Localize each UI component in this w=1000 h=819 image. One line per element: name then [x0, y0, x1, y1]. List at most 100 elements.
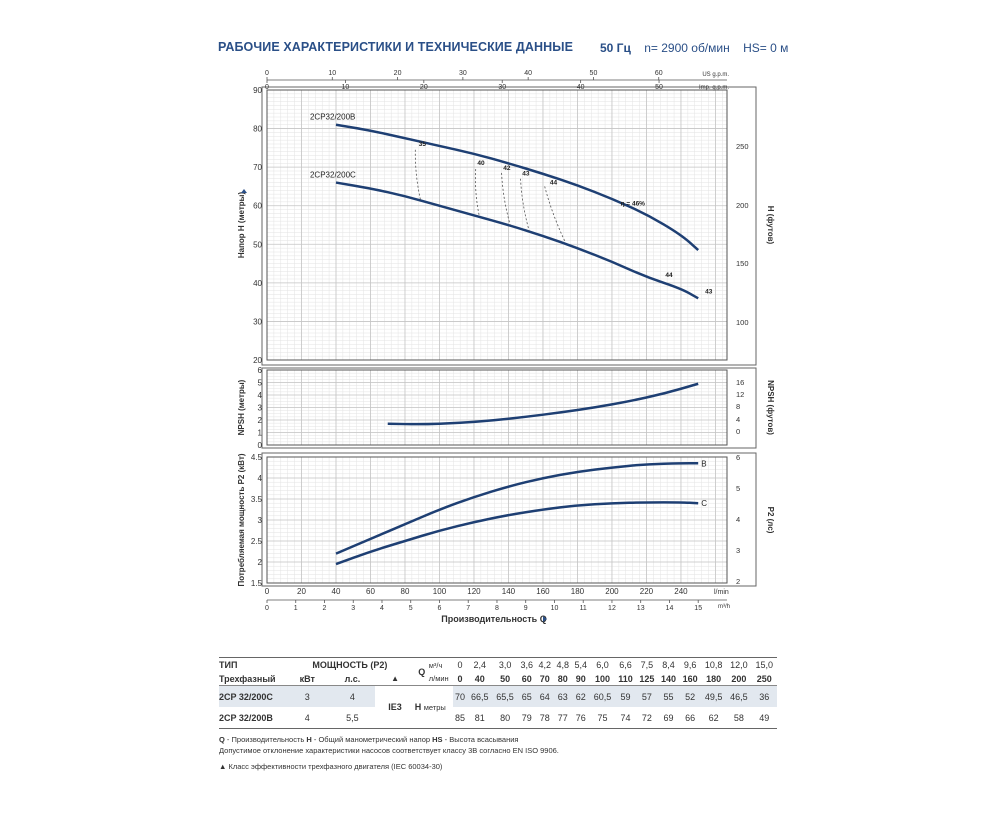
- head-cell: 77: [557, 712, 568, 723]
- q-lmin-cell: 160: [682, 673, 698, 684]
- power-header: МОЩНОСТЬ (P2): [312, 660, 388, 670]
- efficiency-label: 44: [550, 180, 558, 187]
- plot-area: [266, 369, 728, 446]
- lmin-tick-label: 40: [332, 587, 341, 596]
- series-label: 2CP32/200C: [310, 171, 356, 180]
- legend-notes: Q - Производительность H - Общий маномет…: [219, 735, 559, 756]
- lmin-tick-label: 160: [536, 587, 550, 596]
- lmin-tick-label: 240: [674, 587, 688, 596]
- efficiency-label: 44: [665, 272, 673, 279]
- efficiency-line: [475, 169, 480, 216]
- us-gpm-tick-label: 30: [459, 70, 467, 77]
- efficiency-line: [520, 178, 530, 231]
- x-axis-arrow-icon: [543, 616, 547, 622]
- y-tick-label: 3: [258, 516, 263, 525]
- hp-cell: 5,5: [346, 712, 359, 723]
- y-tick-label: 1: [258, 429, 263, 438]
- q-m3h-cell: 3,0: [498, 660, 512, 670]
- m3h-tick-label: 12: [608, 605, 616, 612]
- abbreviation-note: Q - Производительность H - Общий маномет…: [219, 735, 559, 746]
- x-axis-label: Производительность Q: [441, 614, 546, 624]
- y2-tick-label: 8: [736, 402, 740, 411]
- plot-area: [266, 456, 728, 584]
- h-meters-label: H метры: [414, 685, 453, 729]
- y-tick-label: 0: [258, 441, 263, 450]
- hs-text: - Высота всасывания: [442, 735, 519, 744]
- y-tick-label: 80: [253, 125, 262, 134]
- imp-gpm-tick-label: 40: [577, 84, 585, 91]
- y-tick-label: 4.5: [251, 453, 263, 462]
- m3h-tick-label: 13: [637, 605, 645, 612]
- y2-axis-label: NPSH (футов): [766, 380, 775, 435]
- head-cell: 62: [571, 685, 590, 707]
- imp-gpm-tick-label: 30: [498, 84, 506, 91]
- lmin-tick-label: 20: [297, 587, 306, 596]
- head-cell: 60,5: [589, 685, 616, 707]
- q-m3h-cell: 8,4: [662, 660, 675, 670]
- lmin-tick-label: 120: [467, 587, 481, 596]
- y-tick-label: 5: [258, 379, 263, 388]
- head-cell: 74: [620, 712, 631, 723]
- head-cell: 63: [553, 685, 572, 707]
- y2-tick-label: 250: [736, 142, 749, 151]
- y2-tick-label: 4: [736, 515, 740, 524]
- head-cell: 55: [657, 685, 680, 707]
- efficiency-label: 43: [705, 288, 713, 295]
- panel-frame-0: [261, 86, 757, 366]
- q-m3h-cell: 6,6: [619, 660, 632, 670]
- model-cell: 2CP 32/200B: [219, 712, 273, 723]
- q-m3h-cell: 4,8: [556, 660, 570, 670]
- y-tick-label: 20: [253, 356, 262, 365]
- kw-header: кВт: [299, 673, 315, 684]
- frequency-label: 50 Гц: [600, 41, 631, 55]
- y-tick-label: 4: [258, 474, 263, 483]
- head-cell: 80: [500, 712, 511, 723]
- q-lmin-cell: 0: [457, 673, 463, 684]
- hs-key: HS: [432, 735, 443, 744]
- q-text: - Производительность: [224, 735, 307, 744]
- q-lmin-cell: 125: [639, 673, 655, 684]
- y-tick-label: 50: [253, 240, 262, 249]
- us-gpm-tick-label: 40: [524, 70, 532, 77]
- head-cell: 79: [521, 712, 532, 723]
- y-tick-label: 40: [253, 279, 262, 288]
- y-tick-label: 6: [258, 366, 263, 375]
- series-label: C: [701, 499, 707, 508]
- head-cell: 62: [708, 712, 719, 723]
- y2-axis-label: H (футов): [766, 206, 775, 245]
- lmin-header: л/мин: [428, 674, 449, 683]
- y-tick-label: 3: [258, 404, 263, 413]
- head-cell: 65: [517, 685, 536, 707]
- head-cell: 76: [575, 712, 586, 723]
- spec-table-wrap: ТИП МОЩНОСТЬ (P2) Q м³/ч 0 2,4 3,0 3,6 4…: [219, 657, 777, 729]
- y-axis-arrow-icon: [241, 189, 247, 193]
- q-lmin-cell: 200: [731, 673, 747, 684]
- h-key: H: [414, 702, 422, 712]
- head-cell: 70: [452, 685, 468, 707]
- y-tick-label: 2: [258, 558, 263, 567]
- y-tick-label: 1.5: [251, 579, 263, 588]
- y-tick-label: 4: [258, 391, 263, 400]
- head-cell: 49,5: [701, 685, 727, 707]
- efficiency-line: [544, 186, 566, 243]
- m3h-unit: m³/h: [718, 604, 730, 610]
- tolerance-note: Допустимое отклонение характеристики нас…: [219, 745, 559, 755]
- us-gpm-tick-label: 60: [655, 70, 663, 77]
- lmin-tick-label: 100: [433, 587, 447, 596]
- model-cell: 2CP 32/200C: [219, 685, 285, 707]
- y2-tick-label: 12: [736, 390, 744, 399]
- h-text: - Общий манометрический напор: [311, 735, 433, 744]
- y-axis-label: Потребляемая мощность P2 (кВт): [237, 453, 246, 586]
- efficiency-line: [501, 172, 511, 226]
- m3h-tick-label: 4: [380, 605, 384, 612]
- y-tick-label: 2: [258, 416, 263, 425]
- imp-gpm-unit: Imp. g.p.m.: [699, 85, 729, 91]
- m3h-header: м³/ч: [428, 660, 443, 670]
- m3h-tick-label: 3: [351, 605, 355, 612]
- q-lmin-cell: 50: [500, 673, 511, 684]
- head-cell: 59: [615, 685, 637, 707]
- us-gpm-tick-label: 20: [394, 70, 402, 77]
- y2-tick-label: 4: [736, 415, 740, 424]
- y2-tick-label: 0: [736, 427, 740, 436]
- q-lmin-cell: 80: [557, 673, 568, 684]
